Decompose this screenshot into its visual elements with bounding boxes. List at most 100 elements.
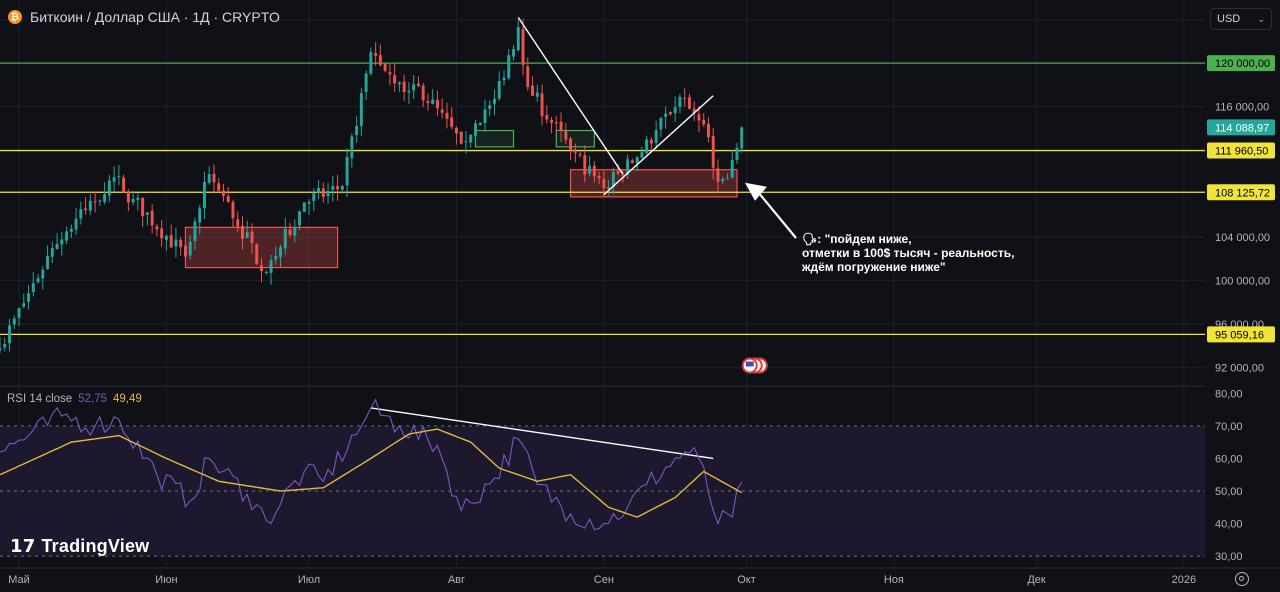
candle[interactable] [169, 235, 173, 248]
candle[interactable] [65, 231, 69, 241]
candle[interactable] [317, 188, 321, 193]
candle[interactable] [412, 84, 416, 91]
candle[interactable] [469, 134, 473, 143]
candle[interactable] [193, 221, 197, 242]
candle[interactable] [336, 186, 340, 190]
candle[interactable] [231, 202, 235, 219]
candle[interactable] [98, 200, 102, 202]
candle[interactable] [355, 126, 359, 136]
candle[interactable] [664, 113, 668, 117]
candle[interactable] [483, 109, 487, 123]
candle[interactable] [46, 256, 50, 269]
level-price-tag[interactable]: 111 960,50 [1215, 146, 1268, 158]
candle[interactable] [269, 260, 273, 273]
candle[interactable] [711, 135, 715, 168]
candle[interactable] [288, 229, 292, 236]
candle[interactable] [55, 243, 59, 250]
candle[interactable] [383, 63, 387, 71]
candle[interactable] [578, 154, 582, 156]
candle[interactable] [554, 122, 558, 124]
candle[interactable] [340, 186, 344, 190]
candle[interactable] [198, 208, 202, 223]
price-trendline[interactable] [603, 95, 714, 196]
candle[interactable] [236, 219, 240, 227]
candle[interactable] [478, 122, 482, 125]
candle[interactable] [374, 53, 378, 56]
level-price-tag[interactable]: 108 125,72 [1215, 187, 1270, 199]
candle[interactable] [440, 109, 444, 113]
candle[interactable] [50, 248, 54, 257]
candle[interactable] [312, 193, 316, 201]
currency-select[interactable]: USD ⌄ [1210, 8, 1272, 30]
candle[interactable] [649, 139, 653, 144]
candle[interactable] [540, 93, 544, 117]
candle[interactable] [274, 255, 278, 260]
settings-icon[interactable] [1235, 572, 1249, 586]
candle[interactable] [535, 92, 539, 97]
last-price-tag[interactable]: 114 088,97 [1215, 122, 1269, 134]
candle[interactable] [22, 303, 26, 307]
candle[interactable] [526, 66, 530, 88]
candle[interactable] [725, 178, 729, 180]
candle[interactable] [183, 245, 187, 257]
candle[interactable] [564, 131, 568, 140]
candle[interactable] [359, 93, 363, 126]
candle[interactable] [264, 271, 268, 273]
rsi-legend[interactable]: RSI 14 close 52,75 49,49 [7, 393, 142, 405]
candle[interactable] [635, 157, 639, 164]
symbol-title[interactable]: ₿ Биткоин / Доллар США · 1Д · CRYPTO [8, 9, 280, 25]
candle[interactable] [531, 85, 535, 96]
candle[interactable] [416, 83, 420, 86]
candle[interactable] [221, 190, 225, 196]
candle[interactable] [659, 118, 663, 130]
candle[interactable] [393, 75, 397, 84]
candle[interactable] [402, 81, 406, 92]
candle[interactable] [488, 105, 492, 109]
candle[interactable] [307, 201, 311, 204]
rsi-line[interactable] [0, 398, 743, 531]
candle[interactable] [464, 141, 468, 143]
candle[interactable] [583, 155, 587, 175]
candle[interactable] [31, 283, 35, 292]
candle[interactable] [692, 108, 696, 113]
candle[interactable] [740, 127, 744, 149]
candle[interactable] [687, 97, 691, 109]
candle[interactable] [321, 188, 325, 197]
candle[interactable] [0, 348, 2, 350]
candle[interactable] [141, 197, 145, 217]
candle[interactable] [60, 239, 64, 245]
candle[interactable] [283, 228, 287, 249]
candle[interactable] [164, 235, 168, 240]
level-price-tag[interactable]: 95 059,16 [1215, 329, 1264, 341]
candle[interactable] [207, 174, 211, 183]
candle[interactable] [706, 123, 710, 138]
candle[interactable] [241, 225, 244, 239]
candle[interactable] [454, 127, 458, 134]
candle[interactable] [212, 173, 216, 183]
candle[interactable] [298, 211, 302, 226]
candle[interactable] [616, 171, 620, 174]
candle[interactable] [516, 27, 520, 51]
candle[interactable] [245, 232, 249, 238]
candle[interactable] [445, 112, 449, 119]
candle[interactable] [378, 55, 382, 66]
candle[interactable] [74, 218, 78, 230]
candle[interactable] [673, 107, 677, 114]
candle[interactable] [559, 121, 563, 131]
candle[interactable] [188, 241, 192, 256]
candle[interactable] [626, 159, 630, 175]
candle[interactable] [3, 344, 7, 348]
candle[interactable] [683, 97, 687, 99]
candle[interactable] [388, 72, 392, 75]
candle[interactable] [160, 228, 164, 239]
candle[interactable] [550, 120, 554, 123]
candle[interactable] [592, 165, 596, 177]
candle[interactable] [150, 210, 154, 226]
candle[interactable] [397, 82, 401, 85]
candle[interactable] [721, 178, 725, 182]
candle[interactable] [88, 200, 92, 211]
candle[interactable] [450, 117, 454, 127]
candle[interactable] [497, 80, 501, 99]
rsi-ma-line[interactable] [0, 428, 743, 518]
candle[interactable] [668, 111, 672, 115]
